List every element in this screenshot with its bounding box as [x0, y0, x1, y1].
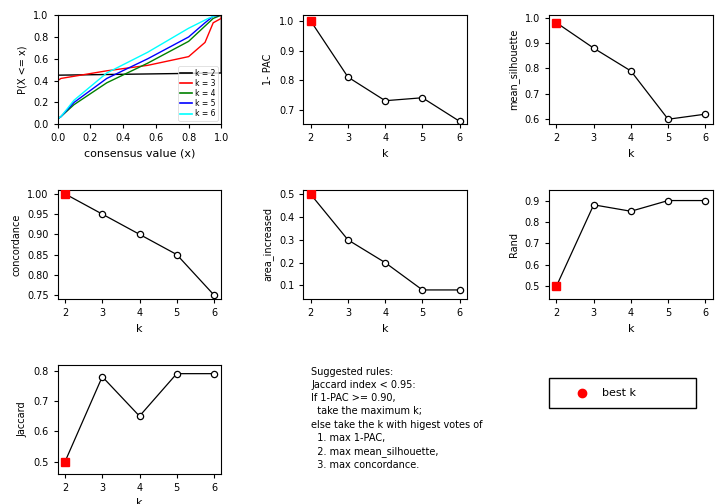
X-axis label: k: k — [136, 324, 143, 334]
X-axis label: consensus value (x): consensus value (x) — [84, 149, 195, 159]
X-axis label: k: k — [382, 324, 389, 334]
Legend: k = 2, k = 3, k = 4, k = 5, k = 6: k = 2, k = 3, k = 4, k = 5, k = 6 — [178, 67, 217, 120]
X-axis label: k: k — [136, 498, 143, 504]
Y-axis label: Rand: Rand — [509, 232, 519, 257]
Bar — [549, 377, 696, 408]
Y-axis label: mean_silhouette: mean_silhouette — [508, 29, 519, 110]
X-axis label: k: k — [382, 149, 389, 159]
X-axis label: k: k — [628, 149, 634, 159]
Y-axis label: Jaccard: Jaccard — [18, 401, 27, 437]
Y-axis label: P(X <= x): P(X <= x) — [18, 45, 27, 94]
X-axis label: k: k — [628, 324, 634, 334]
Y-axis label: area_increased: area_increased — [262, 208, 274, 281]
Text: best k: best k — [602, 388, 636, 398]
Y-axis label: 1- PAC: 1- PAC — [264, 54, 274, 85]
Y-axis label: concordance: concordance — [12, 213, 22, 276]
Text: Suggested rules:
Jaccard index < 0.95:
If 1-PAC >= 0.90,
  take the maximum k;
e: Suggested rules: Jaccard index < 0.95: I… — [312, 367, 483, 470]
